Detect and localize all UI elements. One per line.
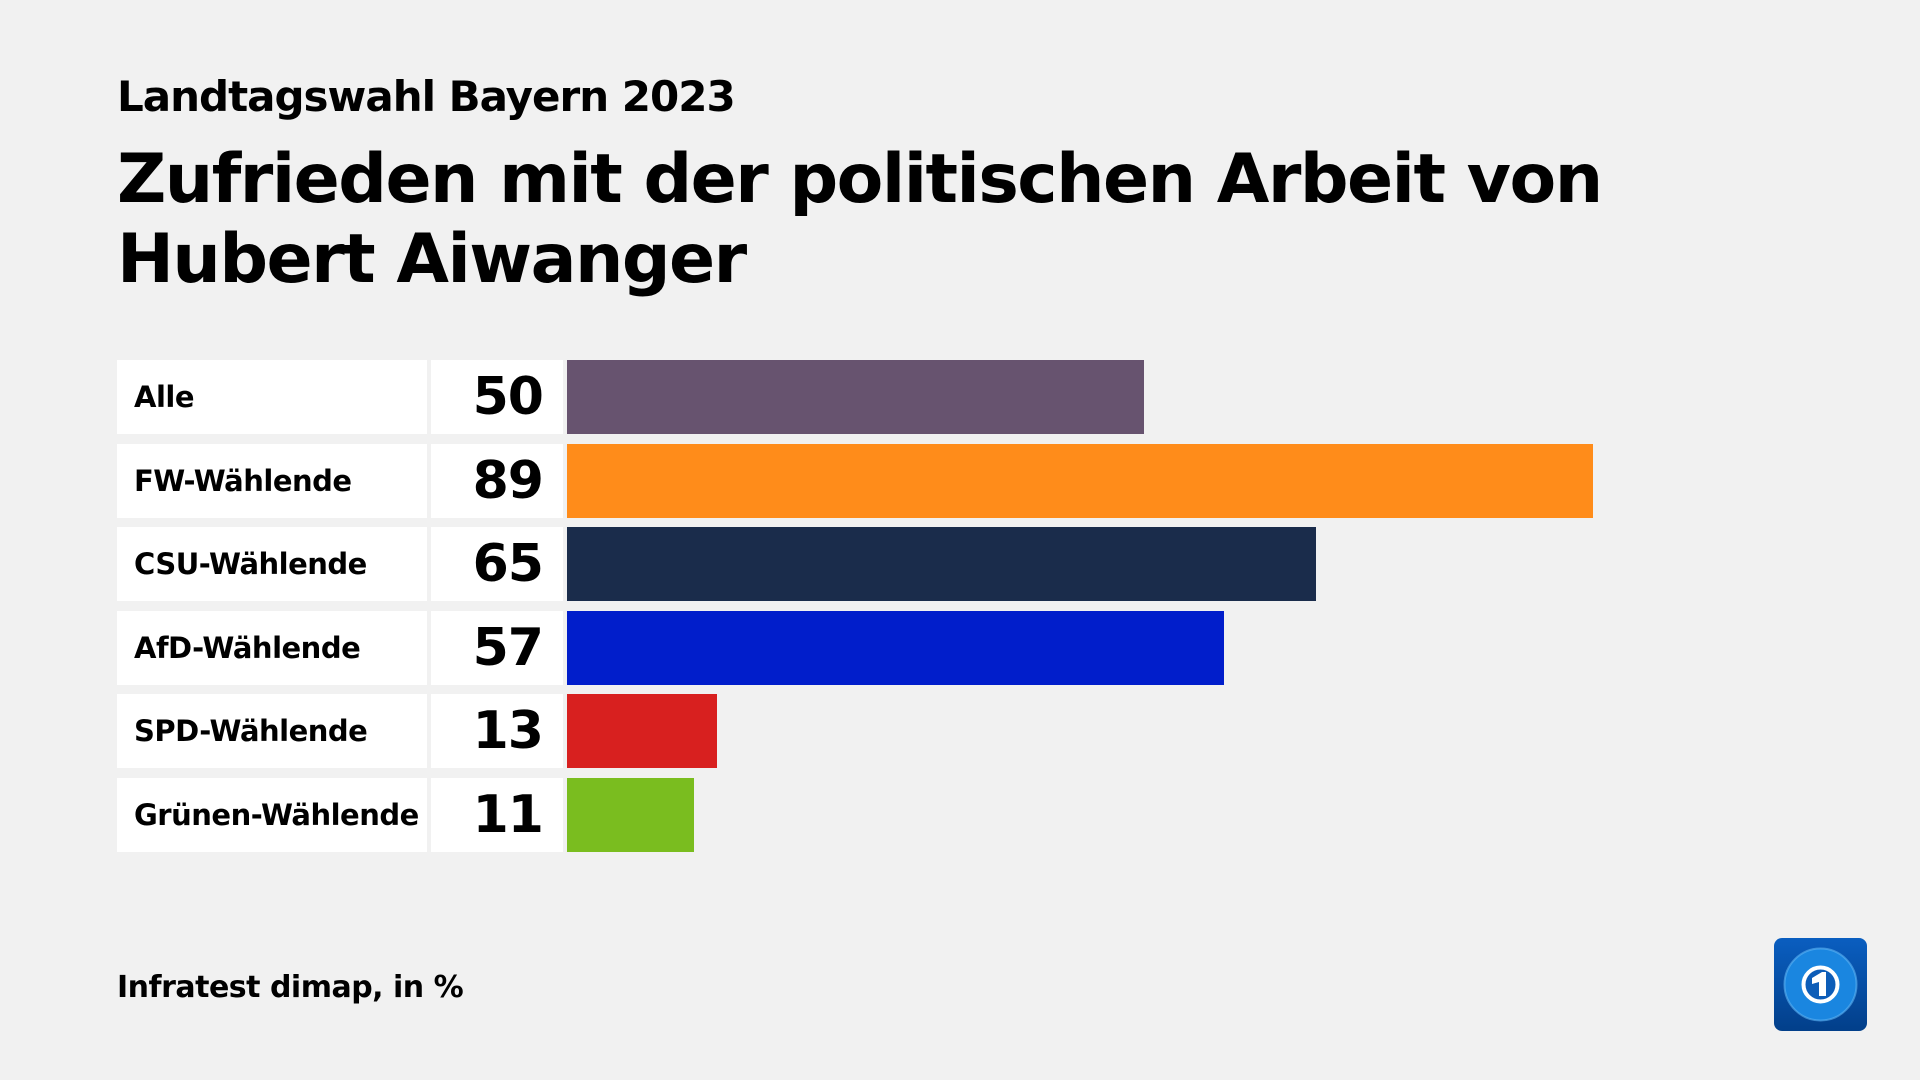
category-label: AfD-Wählende	[117, 610, 427, 685]
category-label: Alle	[117, 360, 427, 434]
data-label: 65	[431, 527, 563, 602]
data-label: 50	[431, 360, 563, 434]
tagesschau-logo-icon	[1774, 938, 1867, 1031]
chart-subtitle: Landtagswahl Bayern 2023	[117, 72, 736, 121]
category-label: FW-Wählende	[117, 443, 427, 518]
bar	[567, 610, 1225, 685]
data-label: 57	[431, 610, 563, 685]
chart-title: Zufrieden mit der politischen Arbeit von…	[117, 140, 1603, 299]
bar	[567, 527, 1317, 602]
category-label: CSU-Wählende	[117, 527, 427, 602]
category-label: Grünen-Wählende	[117, 778, 427, 852]
data-label: 13	[431, 694, 563, 769]
bar	[567, 778, 694, 852]
bar	[567, 360, 1144, 434]
source-note: Infratest dimap, in %	[117, 970, 464, 1005]
bar	[567, 443, 1594, 518]
bar	[567, 694, 717, 769]
data-label: 11	[431, 778, 563, 852]
data-label: 89	[431, 443, 563, 518]
category-label: SPD-Wählende	[117, 694, 427, 769]
